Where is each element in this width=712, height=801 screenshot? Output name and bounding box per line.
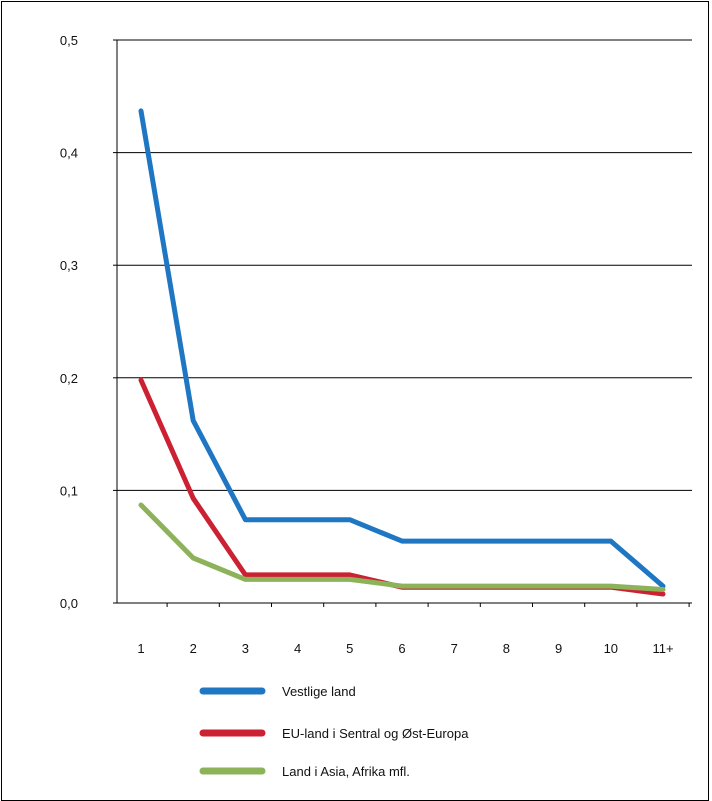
x-tick-label: 9 (555, 641, 562, 656)
legend: Vestlige land EU-land i Sentral og Øst-Eu… (199, 684, 469, 779)
series-line-1 (138, 108, 666, 589)
x-tick-label: 10 (604, 641, 618, 656)
x-tick-label: 3 (242, 641, 249, 656)
y-tick-label: 0,5 (60, 33, 78, 48)
x-tick-label: 8 (503, 641, 510, 656)
y-tick-label: 0,4 (60, 146, 78, 161)
x-tick-label: 1 (137, 641, 144, 656)
x-tick-label: 5 (346, 641, 353, 656)
axes: 0,0 0,1 0,2 0,3 0,4 0,5 1 2 3 4 5 6 7 8 9 10 11+ (60, 33, 692, 656)
legend-label: Land i Asia, Afrika mfl. (282, 764, 410, 779)
x-tick-label: 11+ (652, 641, 673, 656)
y-tick-label: 0,1 (60, 483, 78, 498)
y-tick-label: 0,3 (60, 258, 78, 273)
series-line-3 (138, 502, 666, 592)
x-tick-label: 6 (398, 641, 405, 656)
y-tick-label: 0,0 (60, 596, 78, 611)
y-tick-label: 0,2 (60, 371, 78, 386)
series-lines (138, 108, 666, 597)
x-tick-label: 4 (294, 641, 301, 656)
x-tick-label: 7 (451, 641, 458, 656)
series-line-2 (138, 377, 666, 597)
legend-label: Vestlige land (282, 684, 356, 699)
legend-label: EU-land i Sentral og Øst-Europa (282, 726, 469, 741)
gridlines (117, 39, 692, 491)
x-tick-label: 2 (190, 641, 197, 656)
